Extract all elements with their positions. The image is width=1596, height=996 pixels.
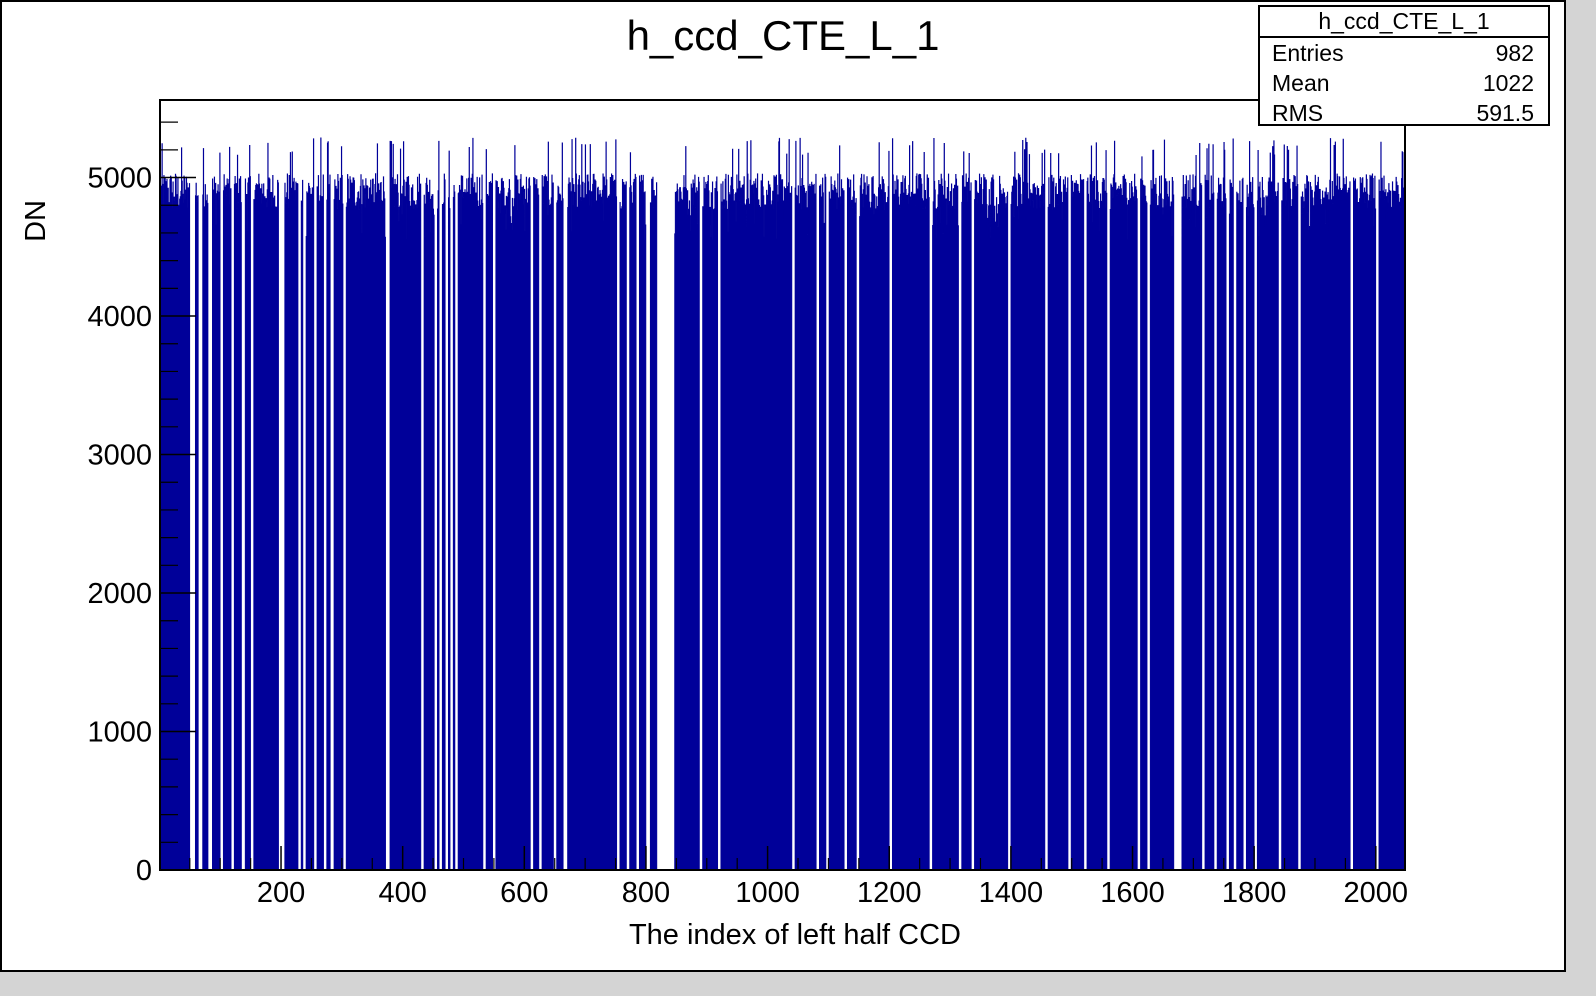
x-tick-label: 1600 — [1100, 877, 1165, 909]
stats-entries-label: Entries — [1272, 40, 1344, 66]
x-tick-label: 1200 — [857, 877, 922, 909]
y-tick-label: 0 — [136, 855, 152, 887]
y-tick-label: 1000 — [87, 717, 152, 749]
stats-mean-value: 1022 — [1482, 70, 1534, 96]
x-tick-label: 2000 — [1344, 877, 1409, 909]
x-tick-label: 200 — [257, 877, 305, 909]
window-strip-bottom — [0, 972, 1596, 996]
stats-row-mean: Mean 1022 — [1260, 68, 1548, 98]
stats-rms-label: RMS — [1272, 100, 1324, 126]
x-tick-label: 400 — [378, 877, 426, 909]
x-tick-label: 600 — [500, 877, 548, 909]
x-tick-label: 1800 — [1222, 877, 1287, 909]
stats-row-entries: Entries 982 — [1260, 38, 1548, 68]
y-tick-label: 4000 — [87, 301, 152, 333]
stats-rms-value: 591.5 — [1476, 100, 1534, 126]
y-axis-title: DN — [20, 200, 52, 242]
histogram-chart: h_ccd_CTE_L_1 200 400 600 800 1000 1200 1400 16… — [20, 12, 1409, 951]
stats-entries-value: 982 — [1495, 40, 1534, 66]
histogram-bars — [159, 137, 1406, 871]
bars-group — [159, 137, 1406, 871]
window-strip-right — [1566, 0, 1596, 996]
stats-box: h_ccd_CTE_L_1 Entries 982 Mean 1022 RMS … — [1258, 5, 1550, 126]
x-axis-title: The index of left half CCD — [629, 919, 961, 951]
stats-title: h_ccd_CTE_L_1 — [1260, 7, 1548, 38]
plot-frame — [159, 99, 1406, 871]
x-tick-label: 800 — [622, 877, 670, 909]
x-tick-label: 1000 — [735, 877, 800, 909]
x-tick-label: 1400 — [979, 877, 1044, 909]
y-tick-label: 2000 — [87, 578, 152, 610]
axes-group: 200 400 600 800 1000 1200 1400 1600 1800 2000 0 100… — [87, 121, 1409, 909]
y-tick-label: 3000 — [87, 440, 152, 472]
stats-mean-label: Mean — [1272, 70, 1330, 96]
chart-title: h_ccd_CTE_L_1 — [627, 12, 940, 59]
stats-row-rms: RMS 591.5 — [1260, 98, 1548, 128]
y-tick-label: 5000 — [87, 163, 152, 195]
